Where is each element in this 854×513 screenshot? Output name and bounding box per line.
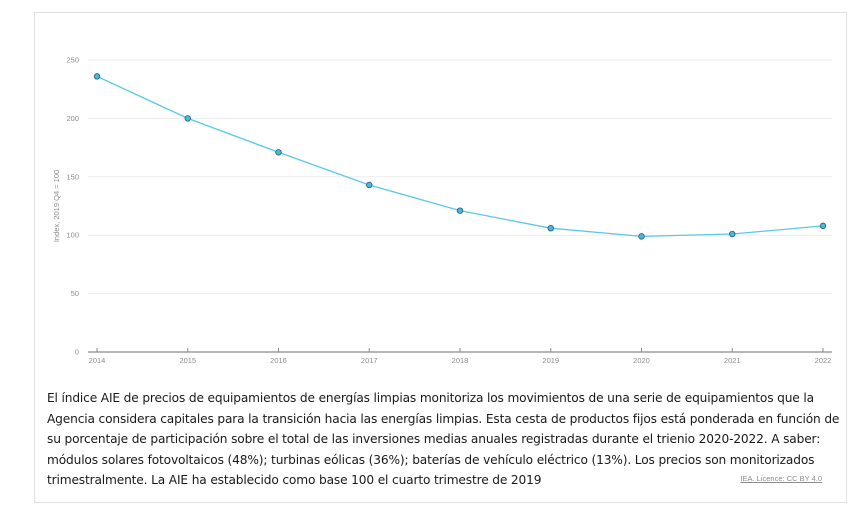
y-tick-label: 50 <box>71 289 79 298</box>
y-axis-ticks: 0 50 100 150 200 250 <box>66 56 79 357</box>
x-tick-label: 2016 <box>270 356 287 365</box>
x-tick-label: 2017 <box>361 356 378 365</box>
x-tick-label: 2020 <box>633 356 650 365</box>
data-point <box>638 233 645 240</box>
y-tick-label: 250 <box>66 56 79 65</box>
y-tick-label: 200 <box>66 114 79 123</box>
x-tick-label: 2015 <box>179 356 196 365</box>
series-group <box>93 73 827 240</box>
data-point <box>729 230 736 238</box>
x-tick-label: 2019 <box>542 356 559 365</box>
data-point <box>547 224 554 232</box>
x-axis: 2014 2015 2016 2017 2018 2019 2020 2021 2022 <box>88 348 832 365</box>
data-point <box>275 149 282 156</box>
chart-caption: El índice AIE de precios de equipamiento… <box>47 391 840 487</box>
y-tick-label: 0 <box>75 348 79 357</box>
y-tick-label: 150 <box>66 172 79 181</box>
data-point <box>456 207 464 214</box>
x-tick-label: 2014 <box>89 356 106 365</box>
y-tick-label: 100 <box>66 231 79 240</box>
gridlines <box>88 59 832 295</box>
data-point <box>366 181 373 189</box>
x-tick-label: 2021 <box>724 356 741 365</box>
x-tick-label: 2022 <box>815 356 832 365</box>
data-point <box>819 222 827 230</box>
source-licence-link[interactable]: IEA. Licence: CC BY 4.0 <box>740 474 822 483</box>
line-chart: 0 50 100 150 200 250 2014 2015 2016 2017 2018 2019… <box>52 56 832 365</box>
chart-card <box>34 12 847 503</box>
data-point <box>184 115 191 122</box>
x-tick-label: 2018 <box>452 356 469 365</box>
y-axis-label: Index, 2019 Q4 = 100 <box>52 170 61 242</box>
data-point <box>93 73 101 80</box>
